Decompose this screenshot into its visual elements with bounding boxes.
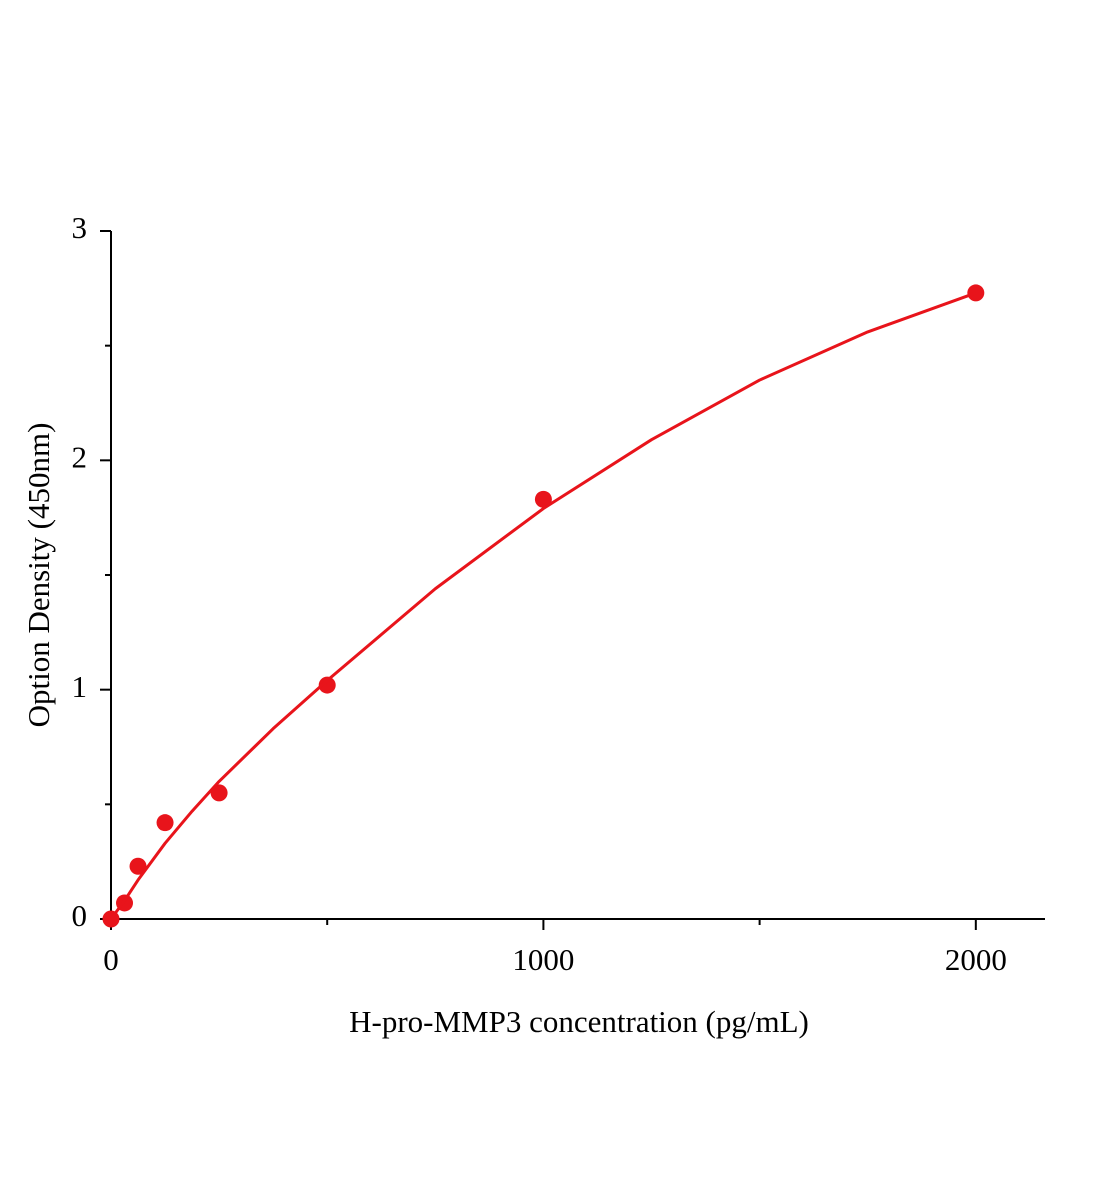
data-point	[156, 814, 174, 832]
data-point	[129, 857, 147, 875]
y-axis-label: Option Density (450nm)	[21, 423, 56, 728]
data-point	[318, 676, 336, 694]
y-tick-label: 0	[72, 898, 88, 933]
y-tick-label: 2	[72, 439, 88, 474]
x-tick-label: 2000	[945, 942, 1007, 977]
y-tick-label: 1	[72, 669, 88, 704]
x-tick-label: 0	[103, 942, 119, 977]
y-tick-label: 3	[72, 210, 88, 245]
fit-curve	[109, 291, 977, 920]
data-point	[534, 490, 552, 508]
data-point	[210, 784, 228, 802]
x-axis-label: H-pro-MMP3 concentration (pg/mL)	[349, 1004, 809, 1039]
x-tick-label: 1000	[512, 942, 574, 977]
